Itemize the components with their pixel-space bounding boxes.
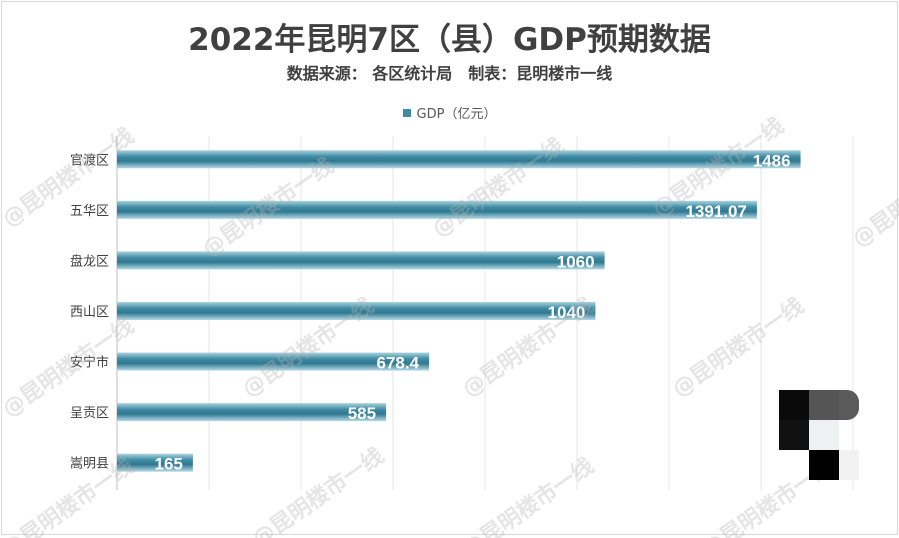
chart-subtitle: 数据来源： 各区统计局 制表：昆明楼市一线 <box>286 64 613 83</box>
chart-title: 2022年昆明7区（县）GDP预期数据 <box>188 22 711 58</box>
category-label: 嵩明县 <box>70 457 109 472</box>
bar <box>117 200 757 219</box>
data-label: 1040 <box>548 303 586 322</box>
category-label: 五华区 <box>70 204 109 219</box>
category-label: 盘龙区 <box>70 253 109 269</box>
bar <box>117 150 801 169</box>
data-label: 678.4 <box>377 354 420 373</box>
category-label: 官渡区 <box>70 152 109 168</box>
data-label: 1391.07 <box>685 202 746 221</box>
bar <box>117 302 596 320</box>
category-label: 呈贡区 <box>70 406 109 421</box>
bar <box>117 352 430 371</box>
legend: GDP（亿元） <box>0 103 899 122</box>
category-label: 安宁市 <box>70 355 109 371</box>
data-label: 165 <box>155 455 183 474</box>
legend-swatch <box>402 109 411 117</box>
bar <box>117 453 193 472</box>
legend-label: GDP（亿元） <box>416 107 497 122</box>
bar <box>117 251 605 270</box>
bar <box>117 403 387 422</box>
category-label: 西山区 <box>70 305 109 320</box>
data-label: 1486 <box>753 151 791 170</box>
data-label: 585 <box>348 404 376 423</box>
data-label: 1060 <box>557 252 595 271</box>
